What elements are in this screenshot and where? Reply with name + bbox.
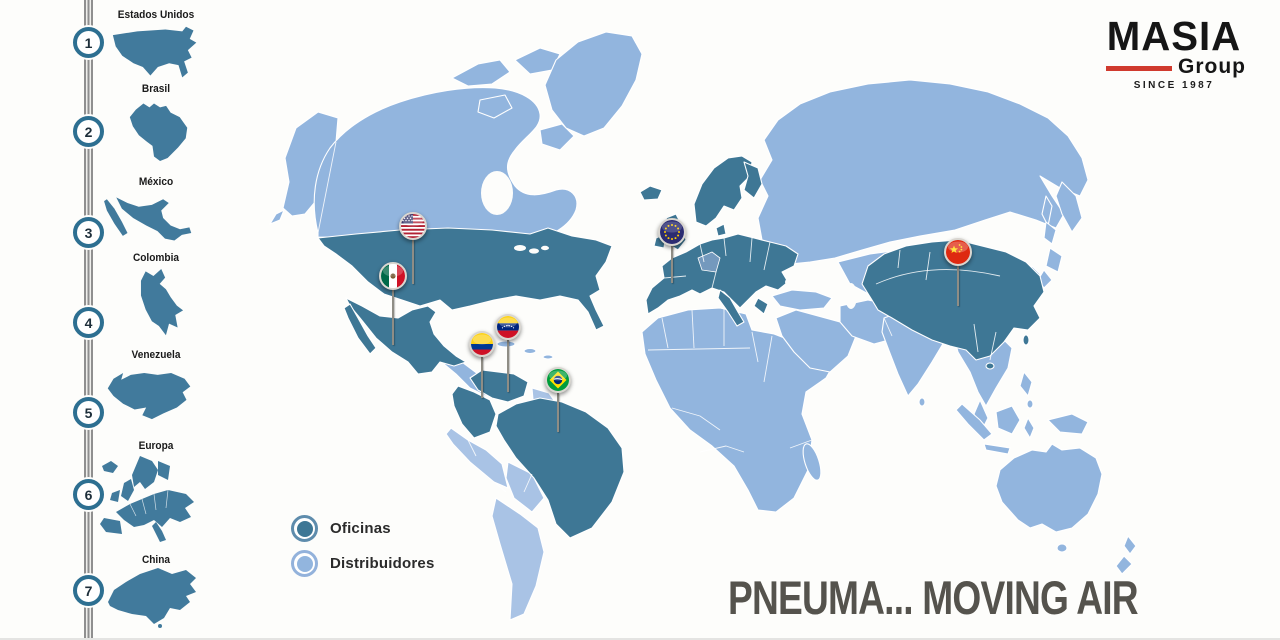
europe-silhouette-icon xyxy=(100,456,194,542)
timeline-number-7: 7 xyxy=(73,575,104,606)
timeline-number-4: 4 xyxy=(73,307,104,338)
logo-title: MASIA xyxy=(1106,13,1242,59)
legend-offices: Oficinas xyxy=(291,515,391,542)
map-country-borders xyxy=(317,141,1001,493)
timeline-number-2: 2 xyxy=(73,116,104,147)
map-inland-water xyxy=(481,171,857,309)
masia-group-logo: MASIA Group SINCE 1987 xyxy=(1100,16,1248,91)
timeline-number-5: 5 xyxy=(73,397,104,428)
timeline-number-3: 3 xyxy=(73,217,104,248)
timeline-number-3-text: 3 xyxy=(84,224,93,241)
mexico-silhouette-icon xyxy=(104,197,192,241)
usa-silhouette-icon xyxy=(112,26,197,78)
brazil-flag-icon xyxy=(545,367,571,393)
offices-dot-icon xyxy=(291,515,318,542)
map-light-landmasses xyxy=(269,31,1137,575)
usa-pin-stick xyxy=(412,240,414,284)
timeline-number-4-text: 4 xyxy=(84,314,93,331)
sidebar-label-estados-unidos: Estados Unidos xyxy=(117,9,195,21)
venezuela-flag-icon xyxy=(495,314,521,340)
mexico-pin-stick xyxy=(392,290,394,345)
mexico-flag-icon xyxy=(379,262,407,290)
distributors-dot-icon xyxy=(291,550,318,577)
legend-offices-label: Oficinas xyxy=(330,520,391,537)
timeline-number-2-text: 2 xyxy=(84,123,93,140)
colombia-flag-icon xyxy=(469,331,495,357)
sidebar-label-mexico: México xyxy=(138,176,174,188)
logo-red-underline xyxy=(1106,66,1172,71)
china-pin-stick xyxy=(957,266,959,306)
sidebar-label-brasil: Brasil xyxy=(141,83,171,95)
venezuela-pin-stick xyxy=(507,340,509,392)
logo-tagline: SINCE 1987 xyxy=(1133,80,1215,91)
timeline-number-1-text: 1 xyxy=(84,34,93,51)
bottom-edge-line xyxy=(0,638,1280,640)
brazil-silhouette-icon xyxy=(129,103,188,161)
legend-distributors: Distribuidores xyxy=(291,550,434,577)
timeline-number-7-text: 7 xyxy=(84,582,93,599)
timeline-number-6-text: 6 xyxy=(84,486,93,503)
usa-flag-icon xyxy=(399,212,427,240)
map-dark-landmasses xyxy=(317,155,1045,539)
china-silhouette-icon xyxy=(108,568,196,628)
timeline-number-6: 6 xyxy=(73,479,104,510)
china-flag-icon xyxy=(944,238,972,266)
logo-subtitle: Group xyxy=(1178,55,1246,78)
sidebar-label-venezuela: Venezuela xyxy=(131,349,181,361)
sidebar-label-china: China xyxy=(141,554,171,566)
legend-distributors-label: Distribuidores xyxy=(330,555,435,572)
sidebar-label-colombia: Colombia xyxy=(132,252,180,264)
venezuela-silhouette-icon xyxy=(107,373,191,420)
sidebar-label-europa: Europa xyxy=(138,440,174,452)
map-lighter-landmasses xyxy=(445,387,557,621)
colombia-pin-stick xyxy=(481,357,483,398)
colombia-silhouette-icon xyxy=(140,269,184,336)
slogan-text: PNEUMA... MOVING AIR xyxy=(728,571,1139,624)
map-germany-patch xyxy=(697,251,721,273)
europe-flag-icon xyxy=(658,218,686,246)
europe-pin-stick xyxy=(671,245,673,283)
timeline-number-1: 1 xyxy=(73,27,104,58)
timeline-number-5-text: 5 xyxy=(84,404,93,421)
brazil-pin-stick xyxy=(557,393,559,432)
